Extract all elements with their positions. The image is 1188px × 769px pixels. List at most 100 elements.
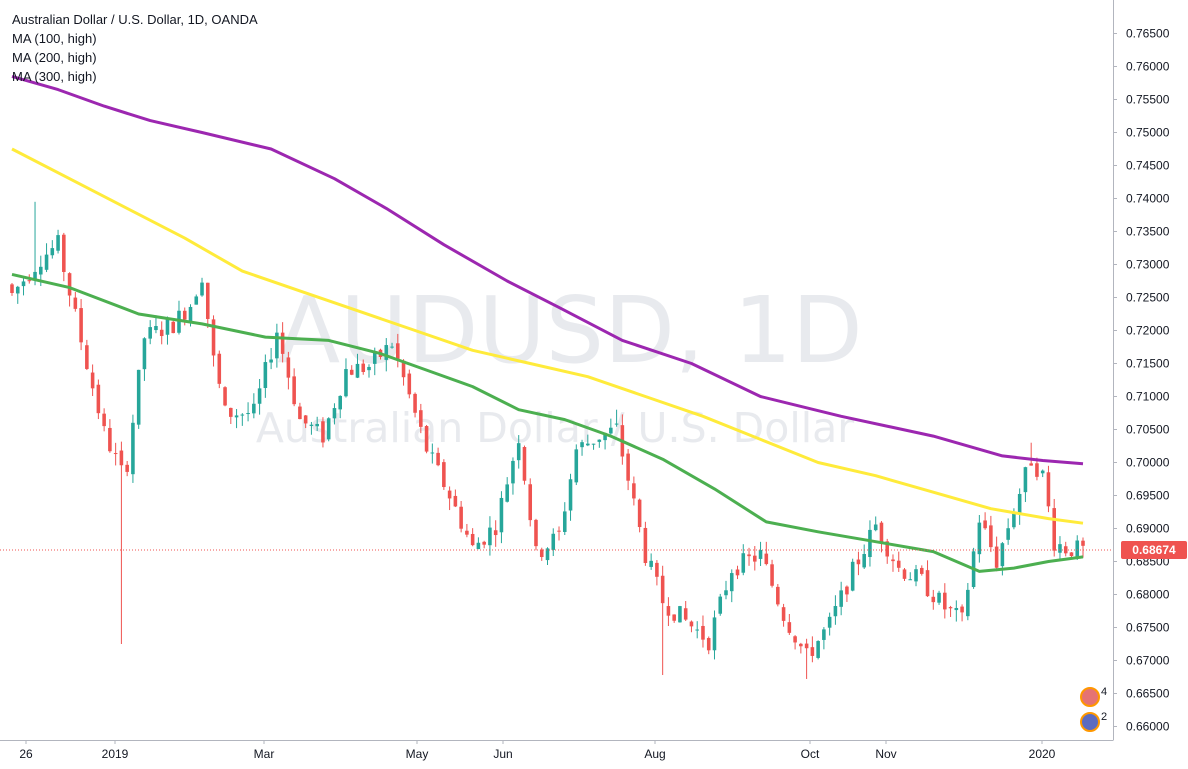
candle-body[interactable] — [983, 520, 987, 529]
candle-body[interactable] — [753, 555, 757, 562]
candle-body[interactable] — [718, 596, 723, 614]
candle-body[interactable] — [896, 560, 901, 568]
candle-body[interactable] — [246, 413, 250, 415]
candle-body[interactable] — [200, 282, 204, 296]
candle-body[interactable] — [643, 527, 648, 564]
candle-body[interactable] — [303, 415, 308, 424]
candle-body[interactable] — [856, 559, 861, 565]
candle-body[interactable] — [528, 484, 533, 521]
candle-body[interactable] — [229, 407, 233, 417]
candle-body[interactable] — [931, 596, 936, 603]
candle-body[interactable] — [649, 560, 653, 567]
candle-body[interactable] — [326, 418, 331, 440]
candle-body[interactable] — [217, 353, 222, 384]
candle-body[interactable] — [205, 282, 210, 319]
candle-body[interactable] — [73, 297, 78, 309]
ma-line-ma100[interactable] — [11, 272, 1084, 573]
candle-body[interactable] — [384, 345, 389, 360]
candle-body[interactable] — [712, 617, 717, 651]
legend-ma200[interactable]: MA (200, high) — [12, 50, 97, 65]
candle-body[interactable] — [62, 234, 66, 272]
candle-body[interactable] — [309, 424, 314, 426]
candle-body[interactable] — [701, 625, 705, 640]
candle-body[interactable] — [1081, 540, 1085, 546]
candle-body[interactable] — [401, 360, 406, 378]
candle-body[interactable] — [672, 614, 676, 621]
candle-body[interactable] — [516, 443, 521, 461]
candle-body[interactable] — [810, 647, 815, 656]
candle-body[interactable] — [79, 308, 83, 343]
candle-body[interactable] — [770, 564, 774, 586]
us-flag-icon[interactable] — [1080, 687, 1100, 707]
candle-body[interactable] — [499, 497, 504, 533]
candle-body[interactable] — [188, 306, 193, 324]
candle-body[interactable] — [453, 495, 458, 507]
candle-body[interactable] — [171, 321, 176, 334]
candle-body[interactable] — [919, 567, 924, 574]
candle-body[interactable] — [430, 452, 435, 454]
candle-body[interactable] — [338, 395, 342, 410]
candle-body[interactable] — [269, 359, 273, 363]
candle-body[interactable] — [683, 608, 688, 620]
candle-body[interactable] — [482, 541, 486, 545]
candle-body[interactable] — [21, 281, 26, 287]
candle-body[interactable] — [493, 530, 498, 536]
candle-body[interactable] — [954, 607, 959, 611]
candle-body[interactable] — [27, 280, 32, 282]
candle-body[interactable] — [695, 629, 699, 631]
candle-body[interactable] — [925, 570, 930, 597]
candle-body[interactable] — [879, 522, 884, 543]
candle-body[interactable] — [154, 326, 158, 331]
candle-body[interactable] — [396, 343, 400, 359]
legend-ma100[interactable]: MA (100, high) — [12, 31, 97, 46]
candle-body[interactable] — [655, 562, 659, 577]
candle-body[interactable] — [344, 369, 348, 397]
candle-body[interactable] — [442, 462, 446, 488]
candle-body[interactable] — [372, 352, 377, 364]
candle-body[interactable] — [165, 319, 170, 335]
candle-body[interactable] — [424, 426, 429, 452]
candle-body[interactable] — [240, 414, 245, 416]
candle-body[interactable] — [1006, 528, 1010, 540]
candle-body[interactable] — [470, 533, 475, 546]
candle-body[interactable] — [781, 607, 786, 621]
candle-body[interactable] — [367, 366, 371, 371]
candle-body[interactable] — [44, 254, 49, 270]
candle-body[interactable] — [885, 541, 890, 557]
candle-body[interactable] — [10, 284, 14, 293]
candle-body[interactable] — [862, 553, 866, 568]
candle-body[interactable] — [804, 643, 809, 649]
candle-body[interactable] — [1035, 463, 1039, 477]
candle-body[interactable] — [580, 442, 584, 448]
candle-body[interactable] — [758, 550, 763, 559]
candle-body[interactable] — [407, 373, 412, 395]
candle-body[interactable] — [361, 363, 366, 373]
candle-body[interactable] — [511, 460, 515, 484]
candle-body[interactable] — [148, 327, 152, 339]
candle-body[interactable] — [488, 527, 492, 546]
candle-body[interactable] — [67, 273, 72, 296]
candle-body[interactable] — [591, 443, 596, 445]
candle-body[interactable] — [989, 525, 993, 548]
candle-body[interactable] — [1023, 467, 1028, 493]
legend-ma300[interactable]: MA (300, high) — [12, 69, 97, 84]
candle-body[interactable] — [257, 388, 262, 404]
candle-body[interactable] — [539, 549, 544, 558]
candle-body[interactable] — [845, 586, 849, 595]
candle-body[interactable] — [1069, 552, 1074, 557]
candle-body[interactable] — [626, 453, 630, 481]
candle-body[interactable] — [839, 590, 843, 607]
candle-body[interactable] — [637, 499, 642, 528]
candle-body[interactable] — [1075, 540, 1080, 558]
candle-body[interactable] — [136, 369, 141, 425]
candle-body[interactable] — [724, 590, 728, 596]
candle-body[interactable] — [315, 423, 319, 427]
candle-body[interactable] — [321, 421, 325, 443]
candle-body[interactable] — [15, 286, 20, 294]
candle-body[interactable] — [678, 606, 682, 623]
candle-body[interactable] — [505, 484, 509, 502]
candle-body[interactable] — [966, 589, 970, 617]
candle-body[interactable] — [943, 592, 947, 610]
candle-body[interactable] — [747, 554, 751, 557]
candle-body[interactable] — [1046, 472, 1051, 507]
